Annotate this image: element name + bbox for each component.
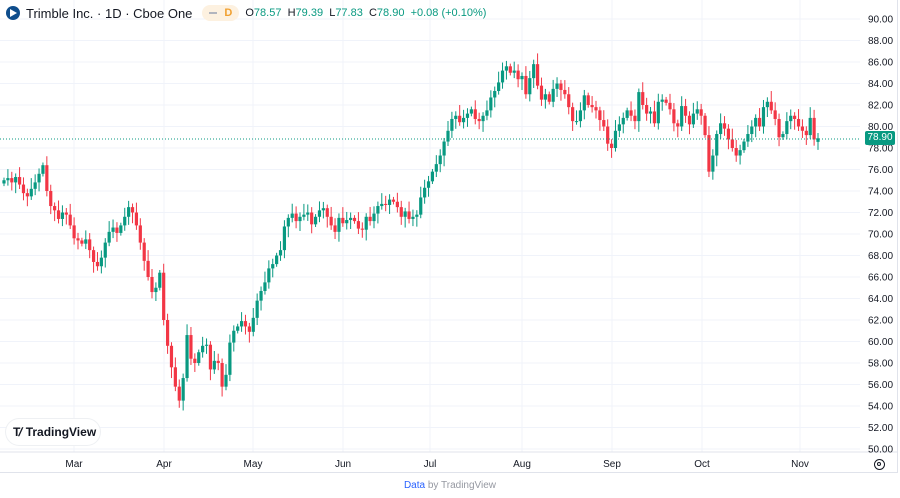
price-label: 84.00 bbox=[868, 79, 893, 90]
price-label: 74.00 bbox=[868, 187, 893, 198]
price-label: 80.00 bbox=[868, 122, 893, 133]
symbol-title[interactable]: Trimble Inc. · 1D · Cboe One bbox=[26, 5, 193, 21]
chart-frame bbox=[0, 0, 898, 473]
attribution-text: by TradingView bbox=[427, 480, 497, 491]
settings-icon[interactable] bbox=[874, 459, 885, 470]
price-label: 78.00 bbox=[868, 144, 893, 155]
tradingview-logo-icon: T/ bbox=[13, 425, 24, 439]
current-price-tag: 78.90 bbox=[865, 131, 895, 145]
open-value: 78.57 bbox=[253, 7, 282, 19]
price-label: 52.00 bbox=[868, 423, 893, 434]
time-axis[interactable]: Mar Apr May Jun Jul Aug Sep Oct Nov bbox=[65, 459, 809, 470]
close-label: C bbox=[368, 7, 377, 19]
price-label: 60.00 bbox=[868, 337, 893, 348]
price-label: 88.00 bbox=[868, 36, 893, 47]
month-label: Jun bbox=[335, 459, 351, 470]
open-label: O bbox=[245, 7, 254, 19]
low-label: L bbox=[329, 7, 336, 19]
month-label: Sep bbox=[603, 459, 621, 470]
price-axis[interactable]: 90.00 88.00 86.00 84.00 82.00 80.00 78.00 76.00… bbox=[868, 15, 893, 456]
candlestick-chart[interactable]: 90.00 88.00 86.00 84.00 82.00 80.00 78.00 76.00… bbox=[0, 0, 900, 474]
price-label: 64.00 bbox=[868, 294, 893, 305]
trimble-logo-icon bbox=[6, 6, 20, 20]
data-link[interactable]: Data bbox=[403, 480, 426, 491]
price-label: 62.00 bbox=[868, 316, 893, 327]
month-label: Jul bbox=[424, 459, 437, 470]
grid-lines bbox=[0, 0, 898, 453]
price-label: 54.00 bbox=[868, 402, 893, 413]
price-label: 68.00 bbox=[868, 251, 893, 262]
price-label: 66.00 bbox=[868, 273, 893, 284]
price-label: 58.00 bbox=[868, 359, 893, 370]
price-label: 70.00 bbox=[868, 230, 893, 241]
price-label: 50.00 bbox=[868, 445, 893, 456]
ohlc-values: O78.57 H79.39 L77.83 C78.90 +0.08 (+0.10… bbox=[245, 7, 486, 19]
change-value: +0.08 (+0.10%) bbox=[410, 7, 487, 19]
minus-icon bbox=[209, 12, 218, 14]
candles bbox=[2, 53, 820, 411]
high-value: 79.39 bbox=[295, 7, 324, 19]
attribution-footer: Data by TradingView bbox=[0, 480, 900, 491]
high-label: H bbox=[287, 7, 296, 19]
price-label: 86.00 bbox=[868, 58, 893, 69]
symbol-legend: Trimble Inc. · 1D · Cboe One D O78.57 H7… bbox=[6, 4, 486, 22]
month-label: Nov bbox=[791, 459, 809, 470]
close-value: 78.90 bbox=[376, 7, 405, 19]
price-label: 90.00 bbox=[868, 15, 893, 26]
price-label: 56.00 bbox=[868, 380, 893, 391]
month-label: Mar bbox=[65, 459, 83, 470]
interval-badge[interactable]: D bbox=[202, 5, 240, 21]
month-label: Aug bbox=[513, 459, 531, 470]
month-label: Oct bbox=[694, 459, 710, 470]
interval-label: D bbox=[224, 7, 233, 19]
tradingview-brand: TradingView bbox=[25, 425, 97, 439]
tradingview-watermark[interactable]: T/ TradingView bbox=[6, 419, 100, 445]
month-label: May bbox=[244, 459, 263, 470]
price-label: 72.00 bbox=[868, 208, 893, 219]
month-label: Apr bbox=[156, 459, 172, 470]
price-label: 76.00 bbox=[868, 165, 893, 176]
low-value: 77.83 bbox=[335, 7, 363, 19]
price-label: 82.00 bbox=[868, 101, 893, 112]
